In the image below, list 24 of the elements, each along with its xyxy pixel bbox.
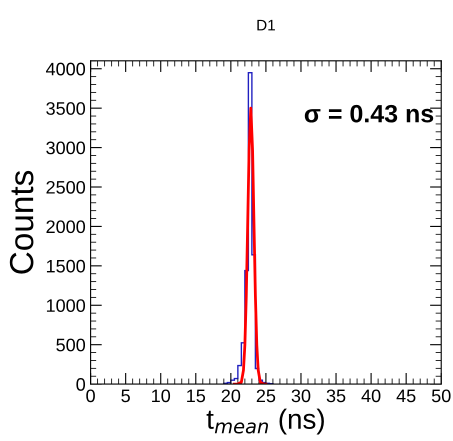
x-axis-title: t$_{mean}$ (ns)	[206, 408, 324, 434]
y-tick-label: 2500	[46, 180, 86, 194]
x-tick-label: 35	[326, 389, 346, 402]
x-tick-label: 25	[256, 389, 276, 402]
x-tick-label: 45	[396, 390, 416, 402]
y-tick-label: 3500	[46, 102, 86, 115]
x-tick-label: 30	[292, 389, 310, 402]
x-tick-label: 10	[152, 389, 170, 402]
y-tick-label: 2000	[46, 220, 86, 234]
chart-title: D1	[257, 20, 275, 30]
x-tick-label: 5	[121, 390, 130, 402]
y-tick-label: 3000	[46, 142, 86, 154]
y-tick-label: 1500	[46, 260, 86, 273]
x-tick-label: 0	[86, 389, 95, 402]
x-tick-label: 50	[432, 389, 451, 402]
x-tick-label: 20	[222, 389, 240, 402]
y-tick-label: 0	[76, 378, 86, 391]
x-tick-label: 15	[187, 390, 206, 402]
y-axis-title: Counts	[10, 170, 34, 274]
annotation: σ = 0.43 ns	[304, 104, 434, 123]
y-tick-label: 4000	[46, 62, 86, 76]
y-tick-label: 1000	[46, 299, 86, 312]
y-tick-label: 500	[56, 338, 86, 352]
x-tick-label: 40	[361, 389, 380, 402]
